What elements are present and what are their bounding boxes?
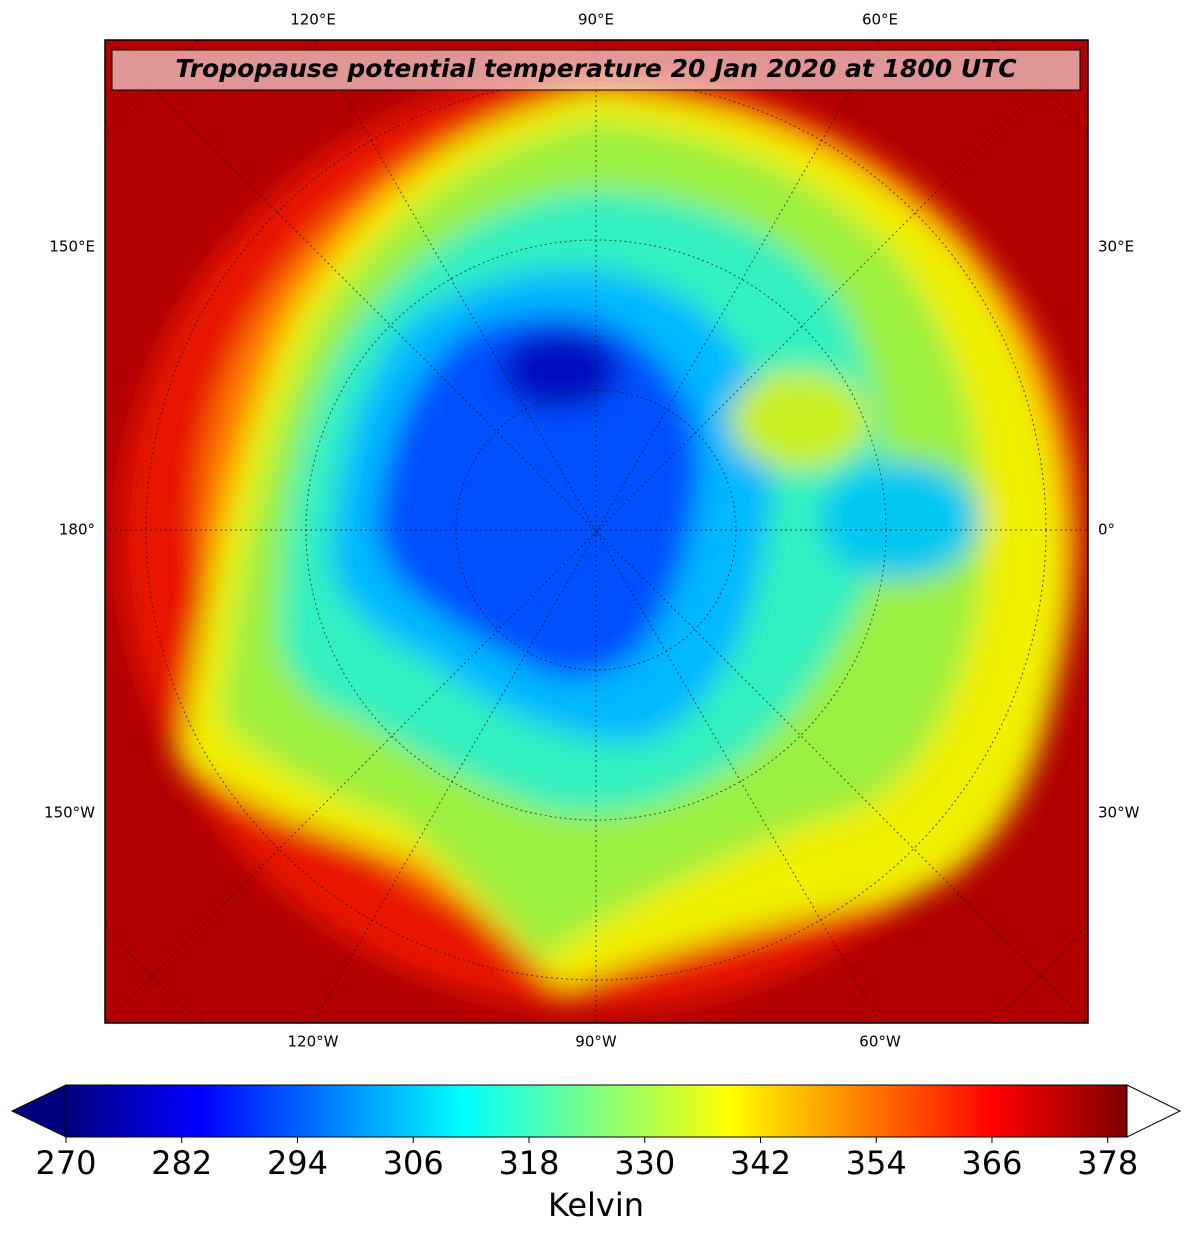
lon-label: 120°E xyxy=(290,11,336,29)
colorbar-tick-label: 366 xyxy=(961,1144,1022,1182)
map-title: Tropopause potential temperature 20 Jan … xyxy=(175,54,1017,83)
colorbar-tick-label: 270 xyxy=(35,1144,96,1182)
lon-label: 60°E xyxy=(862,11,898,29)
colorbar-body xyxy=(66,1085,1127,1137)
lat-label: 30°E xyxy=(1098,238,1134,256)
lon-label: 90°E xyxy=(578,11,614,29)
lat-label: 150°W xyxy=(44,804,95,822)
lon-label: 120°W xyxy=(288,1033,339,1051)
lat-label: 150°E xyxy=(49,238,95,256)
title-box xyxy=(111,49,1081,91)
colorbar-tick-label: 306 xyxy=(383,1144,444,1182)
colorbar-tick-label: 354 xyxy=(846,1144,907,1182)
lon-label: 60°W xyxy=(859,1033,901,1051)
colorbar-label: Kelvin xyxy=(548,1186,644,1224)
colorbar-extend-high xyxy=(1126,1084,1182,1138)
lat-label: 180° xyxy=(59,521,95,539)
map-field xyxy=(105,40,1088,1023)
lat-label: 30°W xyxy=(1098,804,1140,822)
colorbar-frame xyxy=(65,1084,1128,1138)
colorbar xyxy=(10,1084,1182,1143)
colorbar-tick-label: 282 xyxy=(151,1144,212,1182)
colorbar-tick-label: 378 xyxy=(1077,1144,1138,1182)
coordinate-labels: 120°E 90°E 60°E 120°W 90°W 60°W 150°E 180° 150°W… xyxy=(44,11,1140,1051)
colorbar-tick-label: 330 xyxy=(614,1144,675,1182)
colorbar-extend-low xyxy=(10,1084,67,1138)
lon-label: 90°W xyxy=(575,1033,617,1051)
lat-label: 0° xyxy=(1098,521,1115,539)
colorbar-tick-label: 294 xyxy=(267,1144,328,1182)
map-frame xyxy=(104,39,1089,1024)
colorbar-tick-label: 342 xyxy=(730,1144,791,1182)
colorbar-tick-label: 318 xyxy=(498,1144,559,1182)
